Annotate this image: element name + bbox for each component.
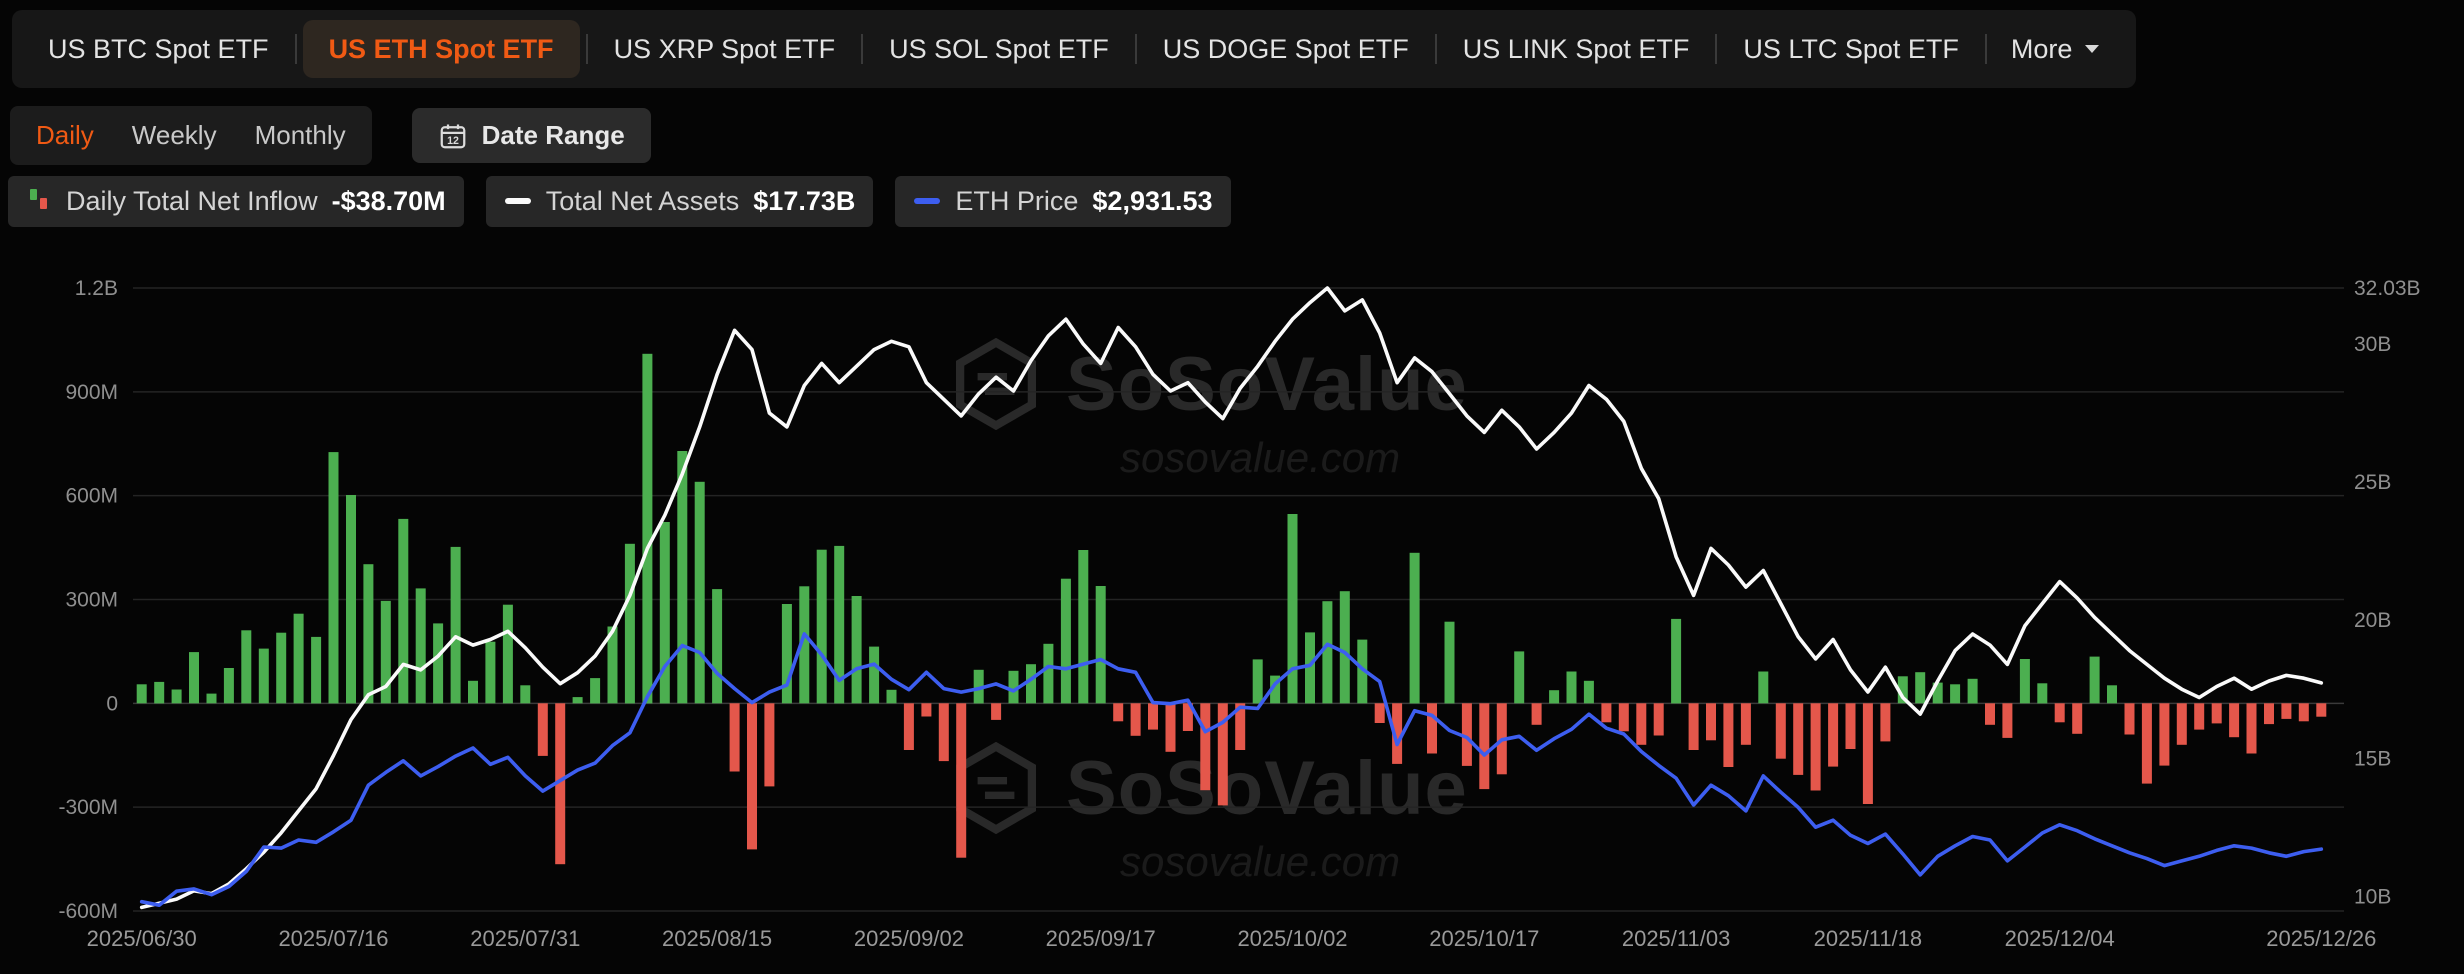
svg-text:15B: 15B (2354, 747, 2391, 770)
tab-us-doge-spot-etf[interactable]: US DOGE Spot ETF (1162, 33, 1409, 64)
period-monthly[interactable]: Monthly (254, 120, 346, 150)
tab-us-ltc-spot-etf[interactable]: US LTC Spot ETF (1743, 33, 1959, 64)
tab-us-xrp-spot-etf[interactable]: US XRP Spot ETF (613, 33, 836, 64)
watermark-domain: sosovalue.com (1120, 838, 1401, 885)
svg-text:25B: 25B (2354, 471, 2391, 494)
svg-text:2025/07/31: 2025/07/31 (470, 926, 580, 951)
svg-text:600M: 600M (65, 485, 118, 508)
tab-us-sol-spot-etf[interactable]: US SOL Spot ETF (889, 33, 1109, 64)
inflow-bars (136, 353, 2327, 865)
tab-separator (294, 34, 297, 64)
tab-separator (1715, 34, 1718, 64)
more-label: More (2010, 33, 2073, 64)
chart-area: SoSoValue sosovalue.com SoSoValue sosova… (0, 228, 2464, 974)
tab-separator (1134, 34, 1137, 64)
left-axis-labels: 1.2B 900M 600M 300M 0 -300M -600M (58, 277, 118, 923)
x-axis-labels: 2025/06/30 2025/07/16 2025/07/31 2025/08/15… (87, 926, 2377, 951)
svg-text:2025/10/17: 2025/10/17 (1429, 926, 1539, 951)
controls-row: Daily Weekly Monthly 12 Date Range (10, 106, 651, 165)
svg-text:32.03B: 32.03B (2354, 277, 2421, 300)
svg-text:30B: 30B (2354, 333, 2391, 356)
gridlines (133, 287, 2344, 912)
legend-label: ETH Price (955, 186, 1079, 216)
tab-separator (1984, 34, 1987, 64)
eth-price-line (139, 632, 2324, 908)
legend-item-eth-price[interactable]: ETH Price $2,931.53 (895, 176, 1231, 227)
calendar-icon: 12 (440, 123, 465, 148)
watermark-domain: sosovalue.com (1120, 434, 1401, 481)
legend-label: Total Net Assets (545, 186, 740, 216)
svg-text:2025/09/02: 2025/09/02 (854, 926, 964, 951)
legend-value: $17.73B (753, 186, 856, 216)
tab-separator (1434, 34, 1437, 64)
svg-text:900M: 900M (65, 381, 118, 404)
date-range-button[interactable]: 12 Date Range (411, 108, 651, 163)
tab-separator (585, 34, 588, 64)
etf-tab-bar: US BTC Spot ETF US ETH Spot ETF US XRP Spo… (12, 10, 2137, 88)
svg-text:2025/09/17: 2025/09/17 (1046, 926, 1156, 951)
svg-text:2025/10/02: 2025/10/02 (1237, 926, 1347, 951)
svg-text:2025/11/03: 2025/11/03 (1622, 926, 1730, 951)
svg-text:-300M: -300M (58, 796, 118, 819)
svg-text:2025/12/04: 2025/12/04 (2005, 926, 2115, 951)
svg-text:0: 0 (106, 692, 118, 715)
chart-canvas: 1.2B 900M 600M 300M 0 -300M -600M 32.03B 30B 25B 2… (58, 277, 2421, 951)
svg-text:1.2B: 1.2B (75, 277, 118, 300)
right-axis-labels: 32.03B 30B 25B 20B 15B 10B (2354, 277, 2421, 908)
svg-text:2025/08/15: 2025/08/15 (662, 926, 772, 951)
tab-us-btc-spot-etf[interactable]: US BTC Spot ETF (48, 33, 269, 64)
tab-us-link-spot-etf[interactable]: US LINK Spot ETF (1462, 33, 1690, 64)
net-assets-line (139, 286, 2324, 910)
watermark: SoSoValue sosovalue.com (950, 338, 1468, 482)
legend-item-daily-total-net-inflow[interactable]: Daily Total Net Inflow -$38.70M (8, 176, 464, 227)
period-toggle-group: Daily Weekly Monthly (10, 106, 372, 165)
svg-text:10B: 10B (2354, 885, 2391, 908)
assets-dash-icon (504, 193, 532, 211)
inflow-bars-icon (26, 186, 52, 217)
chart-legend: Daily Total Net Inflow -$38.70M Total Ne… (8, 176, 1231, 227)
more-button[interactable]: More (1987, 34, 2127, 65)
svg-text:20B: 20B (2354, 609, 2391, 632)
svg-text:2025/11/18: 2025/11/18 (1814, 926, 1922, 951)
legend-value: -$38.70M (331, 186, 446, 216)
tab-separator (861, 34, 864, 64)
date-range-label: Date Range (481, 120, 625, 150)
svg-text:12: 12 (447, 135, 459, 147)
svg-text:2025/07/16: 2025/07/16 (278, 926, 388, 951)
chevron-down-icon (2085, 45, 2100, 53)
legend-value: $2,931.53 (1092, 186, 1213, 216)
eth-dash-icon (913, 193, 941, 211)
svg-text:-600M: -600M (58, 900, 118, 923)
period-daily[interactable]: Daily (36, 120, 94, 150)
svg-text:300M: 300M (65, 589, 118, 612)
svg-text:2025/12/26: 2025/12/26 (2266, 926, 2376, 951)
legend-item-total-net-assets[interactable]: Total Net Assets $17.73B (485, 176, 874, 227)
legend-label: Daily Total Net Inflow (66, 186, 318, 216)
svg-text:2025/06/30: 2025/06/30 (87, 926, 197, 951)
tab-us-eth-spot-etf[interactable]: US ETH Spot ETF (302, 20, 580, 78)
period-weekly[interactable]: Weekly (131, 120, 217, 150)
